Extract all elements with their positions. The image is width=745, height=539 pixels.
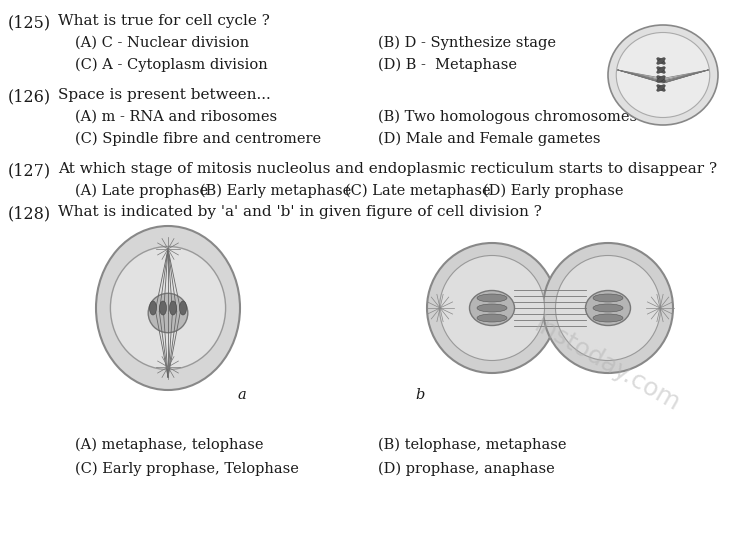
Ellipse shape bbox=[180, 301, 186, 315]
Ellipse shape bbox=[657, 67, 665, 73]
Ellipse shape bbox=[427, 243, 557, 373]
Text: What is true for cell cycle ?: What is true for cell cycle ? bbox=[58, 14, 270, 28]
Text: (C) Spindle fibre and centromere: (C) Spindle fibre and centromere bbox=[75, 132, 321, 147]
Text: (126): (126) bbox=[8, 88, 51, 105]
Ellipse shape bbox=[543, 243, 673, 373]
Ellipse shape bbox=[657, 85, 665, 91]
Text: (A) Late prophase: (A) Late prophase bbox=[75, 184, 208, 198]
Ellipse shape bbox=[170, 301, 177, 315]
Ellipse shape bbox=[110, 246, 226, 370]
Text: (128): (128) bbox=[8, 205, 51, 222]
Ellipse shape bbox=[477, 314, 507, 322]
Text: At which stage of mitosis nucleolus and endoplasmic recticulum starts to disappe: At which stage of mitosis nucleolus and … bbox=[58, 162, 717, 176]
Text: (A) C - Nuclear division: (A) C - Nuclear division bbox=[75, 36, 249, 50]
Text: (A) metaphase, telophase: (A) metaphase, telophase bbox=[75, 438, 264, 452]
Ellipse shape bbox=[657, 67, 665, 73]
Ellipse shape bbox=[593, 294, 623, 302]
Ellipse shape bbox=[469, 291, 515, 326]
Text: (B) D - Synthesize stage: (B) D - Synthesize stage bbox=[378, 36, 556, 50]
Text: a: a bbox=[238, 388, 247, 402]
Text: (125): (125) bbox=[8, 14, 51, 31]
Text: (127): (127) bbox=[8, 162, 51, 179]
Ellipse shape bbox=[556, 255, 661, 361]
Ellipse shape bbox=[657, 58, 665, 64]
Ellipse shape bbox=[586, 291, 630, 326]
Ellipse shape bbox=[593, 314, 623, 322]
Text: (B) Early metaphase: (B) Early metaphase bbox=[200, 184, 351, 198]
Ellipse shape bbox=[150, 301, 156, 315]
Text: (B) Two homologous chromosomes: (B) Two homologous chromosomes bbox=[378, 110, 637, 125]
Text: (D) B -  Metaphase: (D) B - Metaphase bbox=[378, 58, 517, 72]
Text: instoday.com: instoday.com bbox=[530, 314, 685, 417]
Text: (B) telophase, metaphase: (B) telophase, metaphase bbox=[378, 438, 566, 452]
Text: (C) Late metaphase: (C) Late metaphase bbox=[345, 184, 491, 198]
Text: (C) A - Cytoplasm division: (C) A - Cytoplasm division bbox=[75, 58, 267, 72]
Text: Space is present between...: Space is present between... bbox=[58, 88, 270, 102]
Ellipse shape bbox=[477, 304, 507, 312]
Ellipse shape bbox=[616, 32, 710, 118]
Text: (D) prophase, anaphase: (D) prophase, anaphase bbox=[378, 462, 555, 476]
Ellipse shape bbox=[657, 58, 665, 64]
Text: (A) m - RNA and ribosomes: (A) m - RNA and ribosomes bbox=[75, 110, 277, 124]
Ellipse shape bbox=[96, 226, 240, 390]
Ellipse shape bbox=[657, 85, 665, 91]
Ellipse shape bbox=[440, 255, 545, 361]
Text: b: b bbox=[415, 388, 425, 402]
Text: (C) Early prophase, Telophase: (C) Early prophase, Telophase bbox=[75, 462, 299, 476]
Text: (D) Male and Female gametes: (D) Male and Female gametes bbox=[378, 132, 600, 147]
Ellipse shape bbox=[159, 301, 166, 315]
Ellipse shape bbox=[657, 75, 665, 82]
Ellipse shape bbox=[148, 293, 188, 333]
Ellipse shape bbox=[593, 304, 623, 312]
Ellipse shape bbox=[477, 294, 507, 302]
Ellipse shape bbox=[608, 25, 718, 125]
Text: What is indicated by 'a' and 'b' in given figure of cell division ?: What is indicated by 'a' and 'b' in give… bbox=[58, 205, 542, 219]
Text: (D) Early prophase: (D) Early prophase bbox=[483, 184, 624, 198]
Ellipse shape bbox=[657, 75, 665, 82]
